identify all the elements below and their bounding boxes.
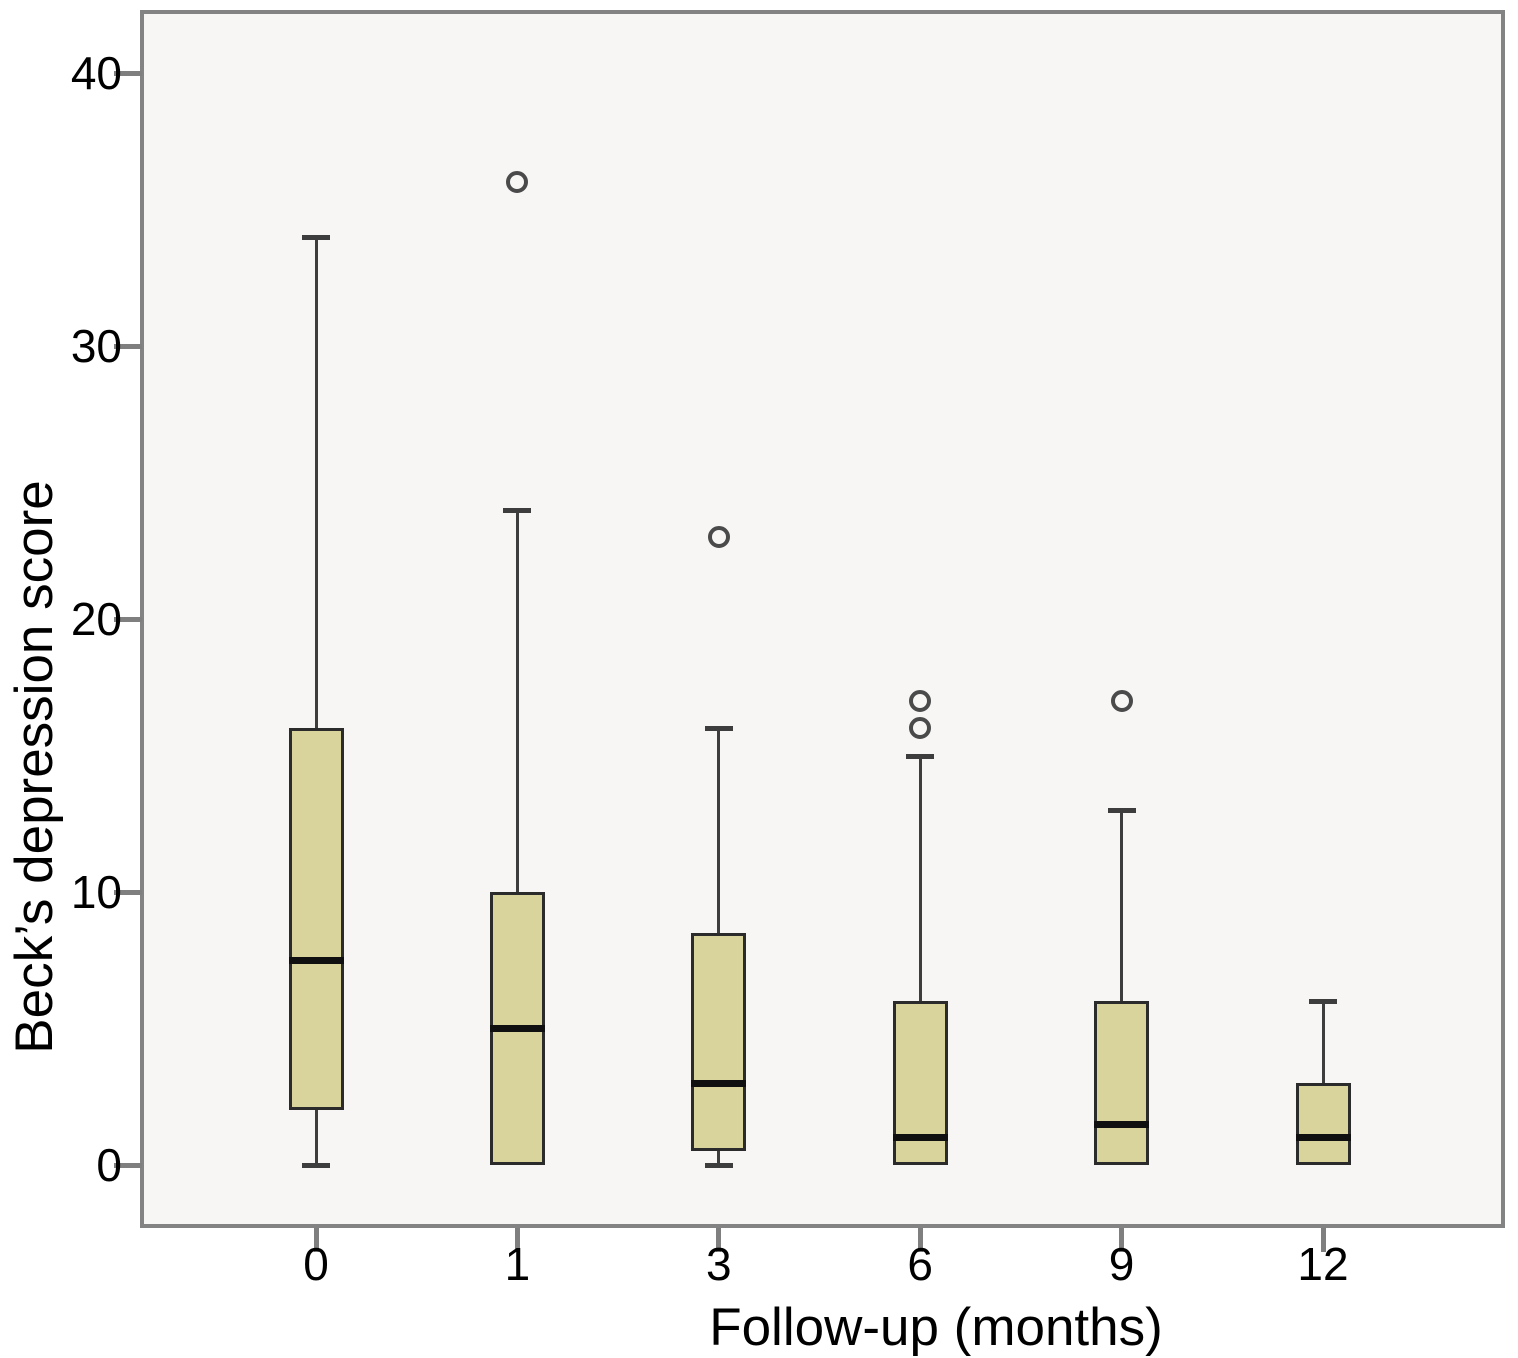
outlier-point [707,526,730,549]
median-line [489,1025,545,1032]
median-line [1295,1134,1351,1142]
upper-whisker-cap [704,726,733,732]
x-tick-mark [917,1228,923,1252]
median-line [1094,1120,1150,1128]
plot-area [140,10,1505,1228]
y-tick-mark [114,1162,142,1168]
y-tick-mark [114,889,142,895]
x-tick-label: 12 [1297,1238,1349,1290]
x-tick-mark [1119,1228,1125,1252]
y-tick-mark [114,343,142,349]
lower-whisker-cap [704,1163,733,1168]
y-axis-title: Beck’s depression score [5,480,64,1054]
upper-whisker-cap [1309,999,1337,1005]
outlier-point [1110,689,1133,712]
upper-whisker-line [314,236,318,729]
x-tick-label: 9 [1108,1238,1135,1290]
upper-whisker-cap [503,507,532,513]
y-tick-label: 20 [70,593,122,645]
x-tick-mark [313,1228,319,1252]
x-tick-label: 1 [504,1238,531,1290]
y-tick-mark [114,70,142,76]
upper-whisker-line [1120,810,1124,1002]
upper-whisker-cap [302,234,330,240]
x-tick-label: 6 [907,1238,933,1290]
x-tick-label: 3 [706,1238,732,1290]
x-tick-mark [1320,1228,1326,1252]
outlier-point [909,689,932,712]
y-tick-label: 10 [70,866,122,918]
median-line [288,956,344,964]
upper-whisker-line [717,728,721,933]
upper-whisker-line [918,755,922,1002]
outlier-point [909,717,932,740]
y-tick-label: 30 [70,320,122,372]
lower-whisker-line [717,1151,721,1165]
x-tick-mark [514,1228,520,1252]
outlier-point [506,171,529,194]
lower-whisker-line [314,1110,318,1165]
upper-whisker-line [1321,1001,1325,1084]
upper-whisker-cap [1107,808,1136,814]
median-line [691,1079,747,1087]
iqr-box [691,932,747,1152]
iqr-box [1295,1083,1351,1165]
x-tick-label: 0 [303,1238,329,1290]
upper-whisker-line [515,509,519,892]
upper-whisker-cap [906,753,935,759]
lower-whisker-cap [302,1163,330,1168]
y-tick-mark [114,616,142,622]
iqr-box [1094,1001,1150,1165]
median-line [892,1134,948,1142]
y-tick-label: 0 [96,1139,122,1191]
x-axis-title: Follow-up (months) [709,1298,1163,1357]
y-tick-label: 40 [70,47,122,99]
iqr-box [288,728,344,1111]
x-tick-mark [716,1228,722,1252]
